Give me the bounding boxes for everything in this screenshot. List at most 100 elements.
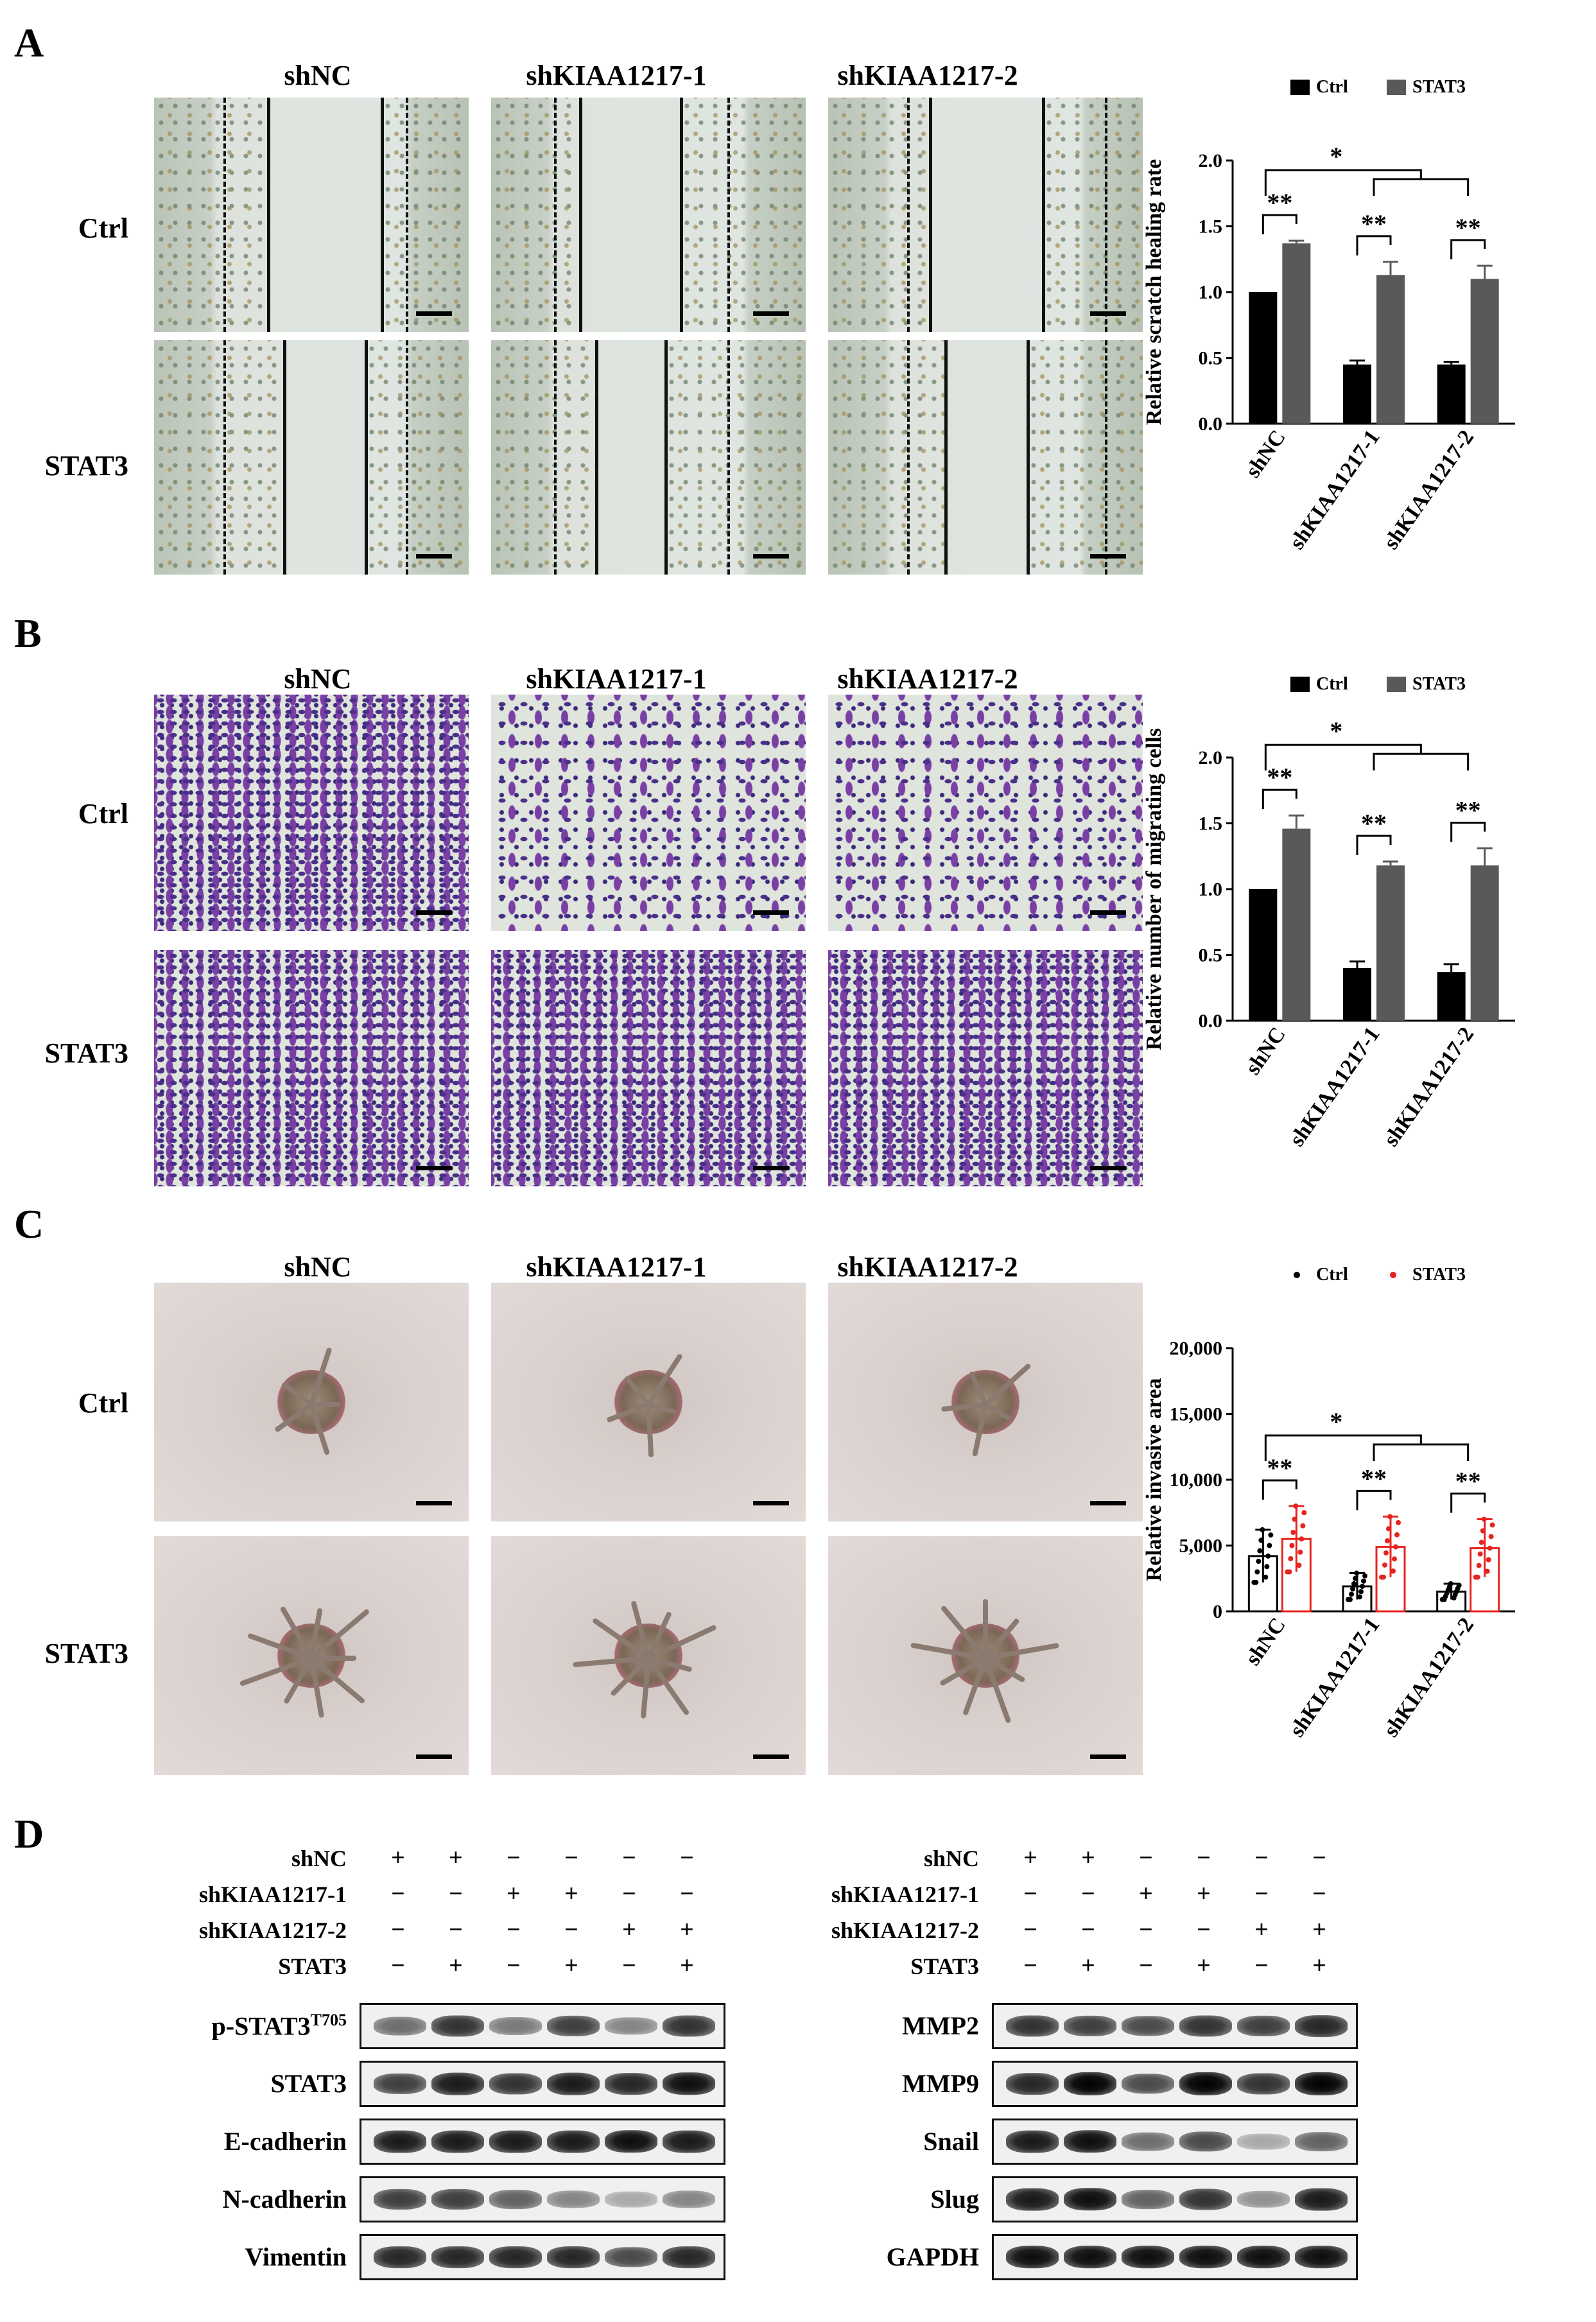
protein-band	[489, 2016, 542, 2036]
data-point	[1299, 1536, 1305, 1542]
data-point	[1290, 1530, 1296, 1535]
condition-sign: −	[1312, 1880, 1326, 1907]
condition-sign: +	[680, 1916, 694, 1943]
significance-mark: **	[1267, 1453, 1292, 1482]
data-point	[1394, 1532, 1400, 1538]
scratch-edge-line	[267, 98, 271, 332]
bar	[1249, 292, 1278, 424]
protein-band	[1179, 2072, 1232, 2096]
scratch-micrograph	[491, 340, 806, 575]
blot-label: GAPDH	[886, 2242, 979, 2271]
significance-bracket	[1264, 1434, 1422, 1461]
scratch-initial-line	[1105, 340, 1108, 575]
condition-sign: +	[449, 1844, 463, 1871]
data-point	[1349, 1591, 1354, 1597]
protein-band	[605, 2191, 657, 2208]
y-tick-label: 20,000	[1170, 1338, 1223, 1359]
bar	[1437, 364, 1466, 424]
invasive-protrusion	[311, 1402, 340, 1407]
data-point	[1358, 1589, 1364, 1595]
data-point	[1381, 1574, 1386, 1580]
protein-band	[489, 2246, 542, 2268]
data-point	[1487, 1545, 1493, 1551]
scratch-edge-line	[680, 98, 683, 332]
scale-bar	[753, 1166, 789, 1170]
significance-bracket	[1450, 1493, 1486, 1513]
protein-band	[547, 2190, 600, 2208]
scratch-edge-line	[282, 340, 286, 575]
protein-band	[1295, 2132, 1348, 2151]
blot-strip	[992, 2176, 1358, 2222]
data-point	[1264, 1564, 1270, 1570]
legend-swatch	[1387, 677, 1406, 692]
significance-bracket	[1373, 1443, 1470, 1461]
x-tick-label: shKIAA1217-1	[1285, 1023, 1385, 1150]
chart-a-scratch-healing: Ctrl STAT3 0.0 0.5 1.0 1.5 2.0 Relative scratch…	[1142, 77, 1515, 554]
invasive-protrusion	[983, 1599, 988, 1658]
blot-strip	[360, 2176, 725, 2222]
scale-bar	[1090, 311, 1126, 316]
column-header-shnc: shNC	[284, 1251, 352, 1283]
condition-sign: +	[622, 1916, 636, 1943]
condition-sign: +	[564, 1880, 578, 1907]
scale-bar	[416, 1166, 452, 1170]
protein-band	[1295, 2188, 1348, 2211]
scratch-edge-line	[944, 340, 948, 575]
condition-sign: −	[1139, 1916, 1153, 1943]
column-header-shnc: shNC	[284, 60, 352, 91]
condition-sign: −	[1023, 1880, 1037, 1907]
bar	[1249, 889, 1278, 1021]
y-tick-label: 0.5	[1199, 348, 1223, 369]
scale-bar	[1090, 910, 1126, 915]
y-tick-label: 10,000	[1170, 1469, 1223, 1491]
column-header-shkiaa1217-2: shKIAA1217-2	[837, 1251, 1018, 1283]
condition-sign: −	[680, 1880, 694, 1907]
scale-bar	[1090, 1166, 1126, 1170]
data-point	[1360, 1584, 1365, 1590]
protein-band	[431, 2246, 484, 2268]
protein-band	[1006, 2073, 1059, 2095]
protein-band	[663, 2015, 715, 2037]
data-point	[1350, 1586, 1355, 1592]
invasive-protrusion	[311, 1656, 356, 1661]
bar	[1470, 865, 1499, 1021]
column-header-shkiaa1217-1: shKIAA1217-1	[526, 1251, 707, 1283]
blot-label: p-STAT3T705	[211, 2011, 347, 2041]
blot-strip	[360, 2234, 725, 2280]
condition-sign: +	[1197, 1880, 1211, 1907]
legend-swatch	[1387, 80, 1406, 95]
condition-sign: +	[1139, 1880, 1153, 1907]
data-point	[1288, 1556, 1294, 1561]
protein-band	[1122, 2246, 1174, 2269]
condition-sign: −	[1139, 1952, 1153, 1979]
data-point	[1254, 1569, 1260, 1575]
protein-band	[547, 2015, 600, 2037]
condition-sign: +	[1312, 1916, 1326, 1943]
scratch-edge-line	[380, 98, 384, 332]
bar	[1282, 243, 1311, 424]
transwell-micrograph	[491, 695, 806, 931]
protein-band	[1064, 2072, 1116, 2096]
scratch-micrograph	[828, 340, 1143, 575]
data-point	[1257, 1548, 1263, 1554]
condition-sign: −	[391, 1916, 405, 1943]
scratch-initial-line	[906, 340, 910, 575]
significance-mark: **	[1267, 763, 1292, 792]
y-axis-label: Relative invasive area	[1142, 1378, 1166, 1582]
significance-bracket	[1356, 1489, 1392, 1511]
protein-band	[663, 2190, 715, 2208]
data-point	[1488, 1534, 1494, 1539]
x-tick-label: shNC	[1241, 1613, 1290, 1670]
scratch-initial-line	[727, 340, 730, 575]
protein-band	[1006, 2188, 1059, 2211]
protein-band	[605, 2130, 657, 2153]
y-tick-label: 5,000	[1179, 1536, 1223, 1557]
transwell-micrograph	[828, 695, 1143, 931]
data-point	[1361, 1578, 1366, 1584]
scratch-initial-line	[223, 98, 226, 332]
protein-band	[1122, 2132, 1174, 2151]
protein-band	[374, 2016, 426, 2036]
protein-band	[547, 2130, 600, 2153]
condition-label: shNC	[291, 1846, 347, 1871]
protein-band	[1237, 2246, 1290, 2269]
